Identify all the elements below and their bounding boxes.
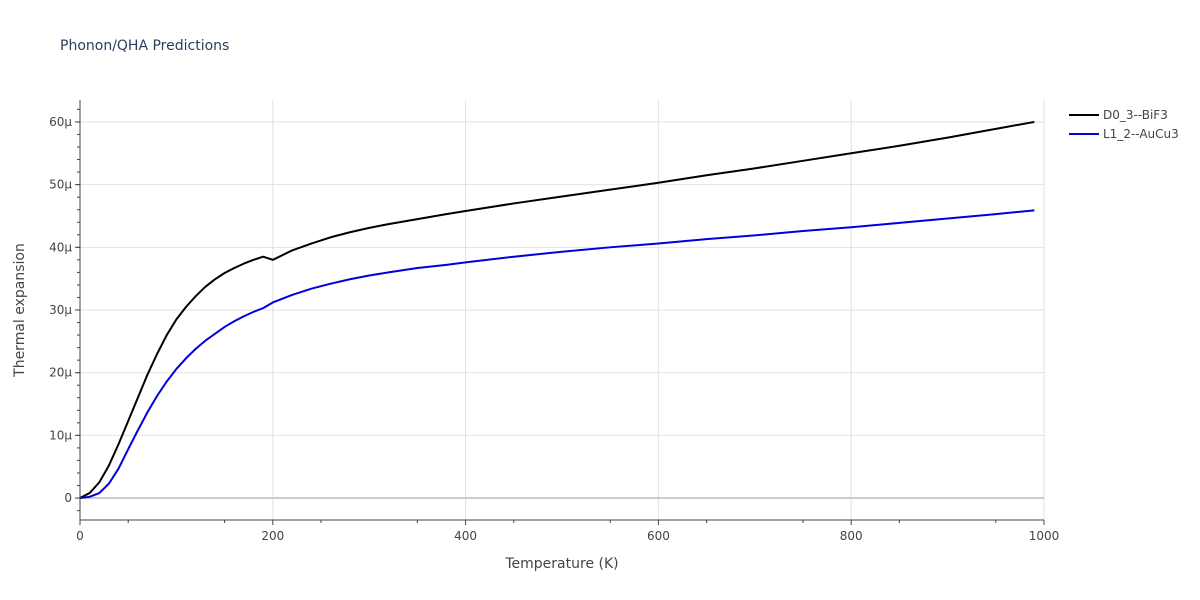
y-tick-label: 60μ <box>49 115 72 129</box>
grid <box>80 100 1045 520</box>
y-tick-label: 20μ <box>49 366 72 380</box>
y-axis-ticks: 0 10μ 20μ 30μ 40μ 50μ 60μ <box>49 108 80 512</box>
chart-title: Phonon/QHA Predictions <box>60 38 229 54</box>
y-tick-label: 40μ <box>49 240 72 254</box>
x-axis-title: Temperature (K) <box>504 556 618 572</box>
legend-item[interactable]: L1_2--AuCu3 <box>1069 127 1179 141</box>
series-layer <box>79 120 1035 500</box>
y-tick-label: 10μ <box>49 428 72 442</box>
x-tick-label: 600 <box>647 529 670 543</box>
x-tick-label: 400 <box>454 529 477 543</box>
y-tick-label: 30μ <box>49 303 72 317</box>
y-axis-title: Thermal expansion <box>12 243 28 378</box>
x-axis-ticks: 0 200 400 600 800 1000 <box>76 520 1059 543</box>
legend[interactable]: D0_3--BiF3 L1_2--AuCu3 <box>1069 108 1179 141</box>
legend-label: L1_2--AuCu3 <box>1103 127 1179 141</box>
x-tick-label: 0 <box>76 529 84 543</box>
y-tick-label: 0 <box>64 491 72 505</box>
legend-item[interactable]: D0_3--BiF3 <box>1069 108 1168 122</box>
x-tick-label: 200 <box>261 529 284 543</box>
series-line-1[interactable] <box>79 209 1035 500</box>
y-tick-label: 50μ <box>49 178 72 192</box>
x-tick-label: 1000 <box>1029 529 1060 543</box>
series-line-0[interactable] <box>79 120 1035 499</box>
legend-label: D0_3--BiF3 <box>1103 108 1168 122</box>
x-tick-label: 800 <box>840 529 863 543</box>
